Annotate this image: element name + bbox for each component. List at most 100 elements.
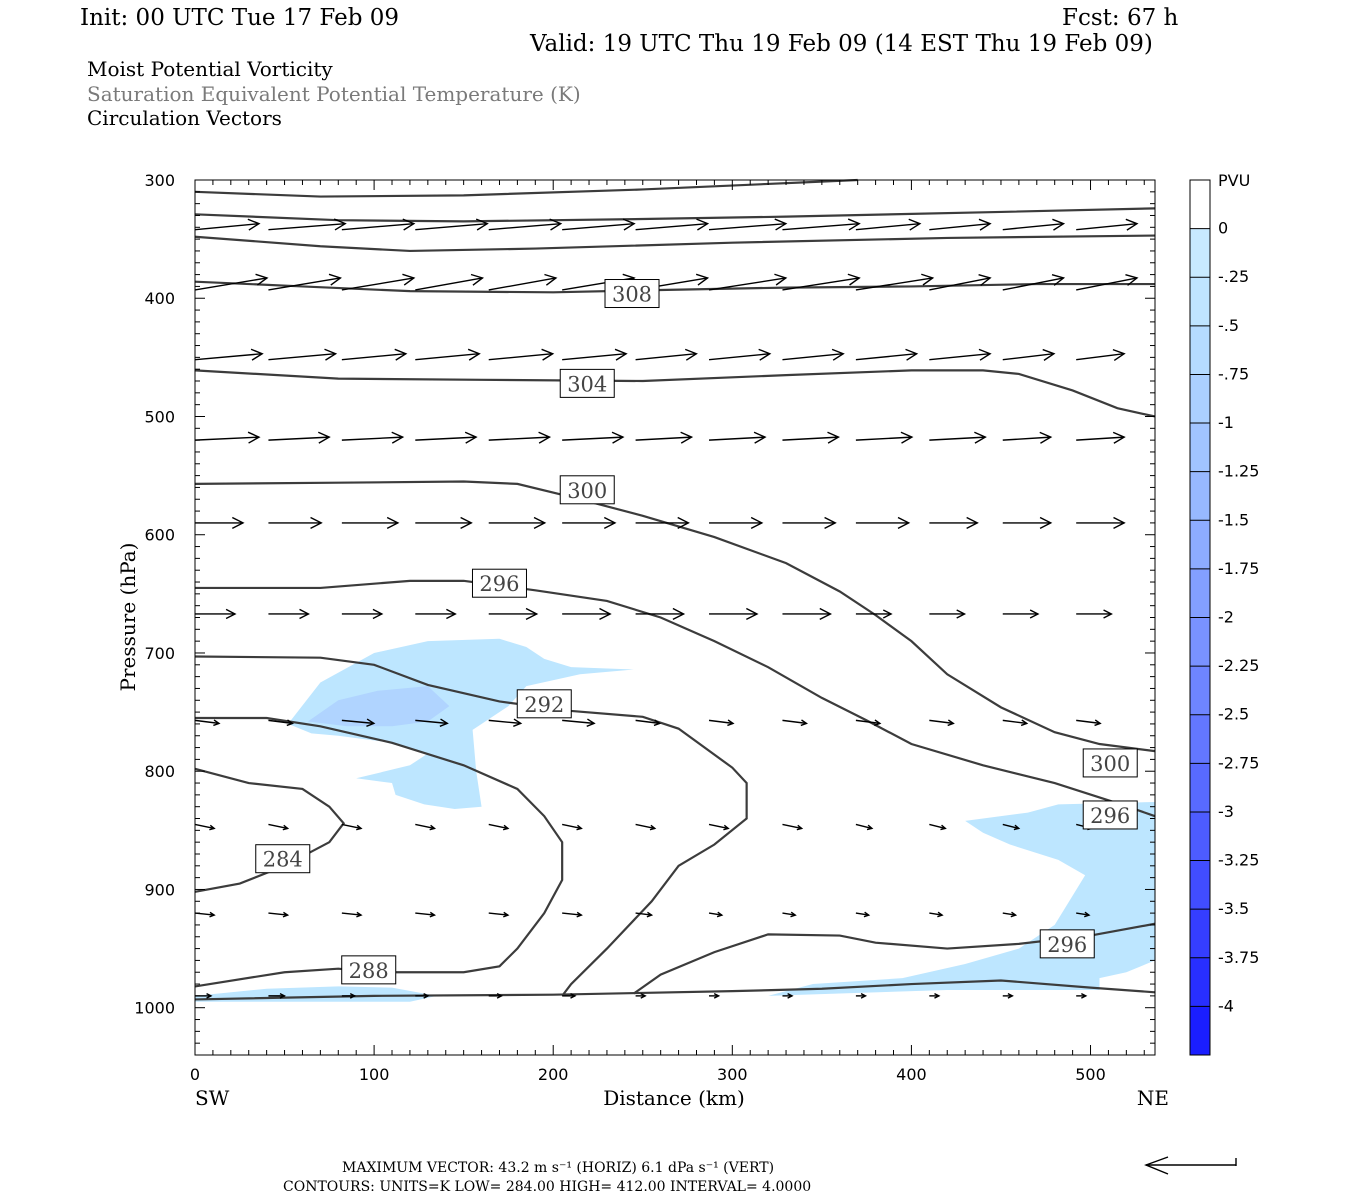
vector-shaft [268, 353, 336, 361]
vector-shaft [194, 436, 260, 441]
circulation-vector [341, 911, 363, 918]
vector-head [713, 992, 721, 999]
vector-shaft [1002, 277, 1064, 291]
vector-head [966, 516, 979, 529]
isentrope-300-5 [194, 480, 1156, 753]
circulation-vector [1076, 609, 1113, 619]
colorbar-box [1190, 374, 1210, 424]
vector-head [646, 911, 654, 918]
vector-head [622, 218, 636, 231]
isentrope-unlabeled-10 [194, 979, 1156, 1001]
vector-head [774, 218, 788, 231]
y-tick-label: 800 [144, 762, 175, 781]
y-tick-label: 600 [144, 526, 175, 545]
vector-head [860, 992, 868, 999]
circulation-vector [635, 992, 647, 999]
vector-head [653, 719, 662, 727]
vector-shaft [855, 277, 933, 291]
circulation-vector [635, 431, 694, 444]
circulation-vector [1002, 218, 1066, 231]
vector-shaft [1002, 353, 1055, 361]
forecast-hour: Fcst: 67 h [1062, 5, 1179, 31]
colorbar-label: -2 [1218, 608, 1234, 627]
vector-shaft [194, 823, 215, 830]
vector-head [874, 719, 882, 727]
vector-shaft [1076, 436, 1125, 441]
circulation-vector [341, 273, 416, 291]
contour-label-box [341, 955, 397, 985]
vector-head [824, 516, 837, 529]
circulation-vector [488, 516, 547, 529]
circulation-vector [1076, 516, 1126, 529]
vector-head [282, 824, 290, 831]
vector-shaft [341, 719, 374, 725]
circulation-vector [1076, 274, 1139, 291]
vector-shaft [1076, 353, 1125, 361]
circulation-vector [415, 218, 489, 231]
vector-shaft [341, 277, 414, 291]
vector-shaft [929, 823, 946, 830]
vector-head [847, 273, 861, 286]
vector-head [255, 273, 269, 286]
colorbar-label: -2.5 [1218, 705, 1249, 724]
vector-shaft [562, 436, 623, 441]
vector-head [286, 719, 294, 727]
vector-head [680, 431, 694, 444]
vector-shaft [708, 353, 770, 361]
vector-head [356, 824, 363, 831]
circulation-vector [1002, 823, 1021, 831]
colorbar-box [1190, 423, 1210, 472]
vector-head [349, 992, 357, 999]
vector-head [467, 348, 481, 361]
vector-head [677, 516, 690, 529]
vector-shaft [1076, 277, 1138, 291]
vector-shaft [268, 222, 346, 231]
vector-shaft [708, 719, 734, 725]
vector-shaft [415, 436, 477, 441]
circulation-vector [709, 992, 721, 999]
reference-vector [1144, 1156, 1237, 1175]
vector-shaft [708, 436, 766, 441]
vector-shaft [415, 719, 448, 725]
circulation-vector [488, 718, 523, 727]
circulation-vector [708, 911, 724, 918]
vector-shaft [929, 436, 986, 441]
contour-label-layer: 308 304 300 296 292 300 296 284 288 296 [255, 279, 1138, 985]
vector-head [538, 431, 552, 444]
circulation-vector [782, 911, 797, 918]
vector-shaft [341, 436, 403, 441]
circulation-vector [488, 992, 504, 999]
vector-shaft [268, 277, 341, 291]
vector-head [1125, 218, 1139, 231]
circulation-vector [415, 992, 430, 999]
circulation-vector [709, 516, 764, 529]
circulation-vector [708, 218, 788, 231]
contour-label-box [516, 689, 572, 719]
circulation-vector [341, 992, 357, 999]
vector-head [503, 911, 510, 918]
circulation-vector [341, 718, 376, 727]
circulation-vector [268, 608, 310, 620]
circulation-vector [855, 348, 919, 361]
vector-shaft [562, 719, 595, 725]
circulation-vector [268, 911, 290, 918]
vector-head [576, 911, 583, 918]
vector-head [695, 273, 710, 286]
vector-shaft [488, 436, 550, 441]
contour-label: 296 [1090, 804, 1130, 828]
circulation-vector [635, 348, 698, 361]
circulation-vector [341, 608, 384, 620]
x-tick-label: 400 [896, 1065, 927, 1084]
circulation-vector [415, 273, 485, 291]
vector-shaft [268, 719, 293, 725]
vector-head [978, 218, 992, 231]
colorbar-label: -1.25 [1218, 462, 1259, 481]
vector-head [394, 348, 408, 361]
vector-shaft [782, 719, 807, 725]
vector-shaft [1002, 912, 1016, 916]
vector-shaft [488, 719, 521, 725]
vector-head [1112, 431, 1126, 444]
vector-head [1103, 609, 1113, 619]
circulation-vector [782, 992, 794, 999]
isentrope-unlabeled-9 [194, 767, 346, 893]
